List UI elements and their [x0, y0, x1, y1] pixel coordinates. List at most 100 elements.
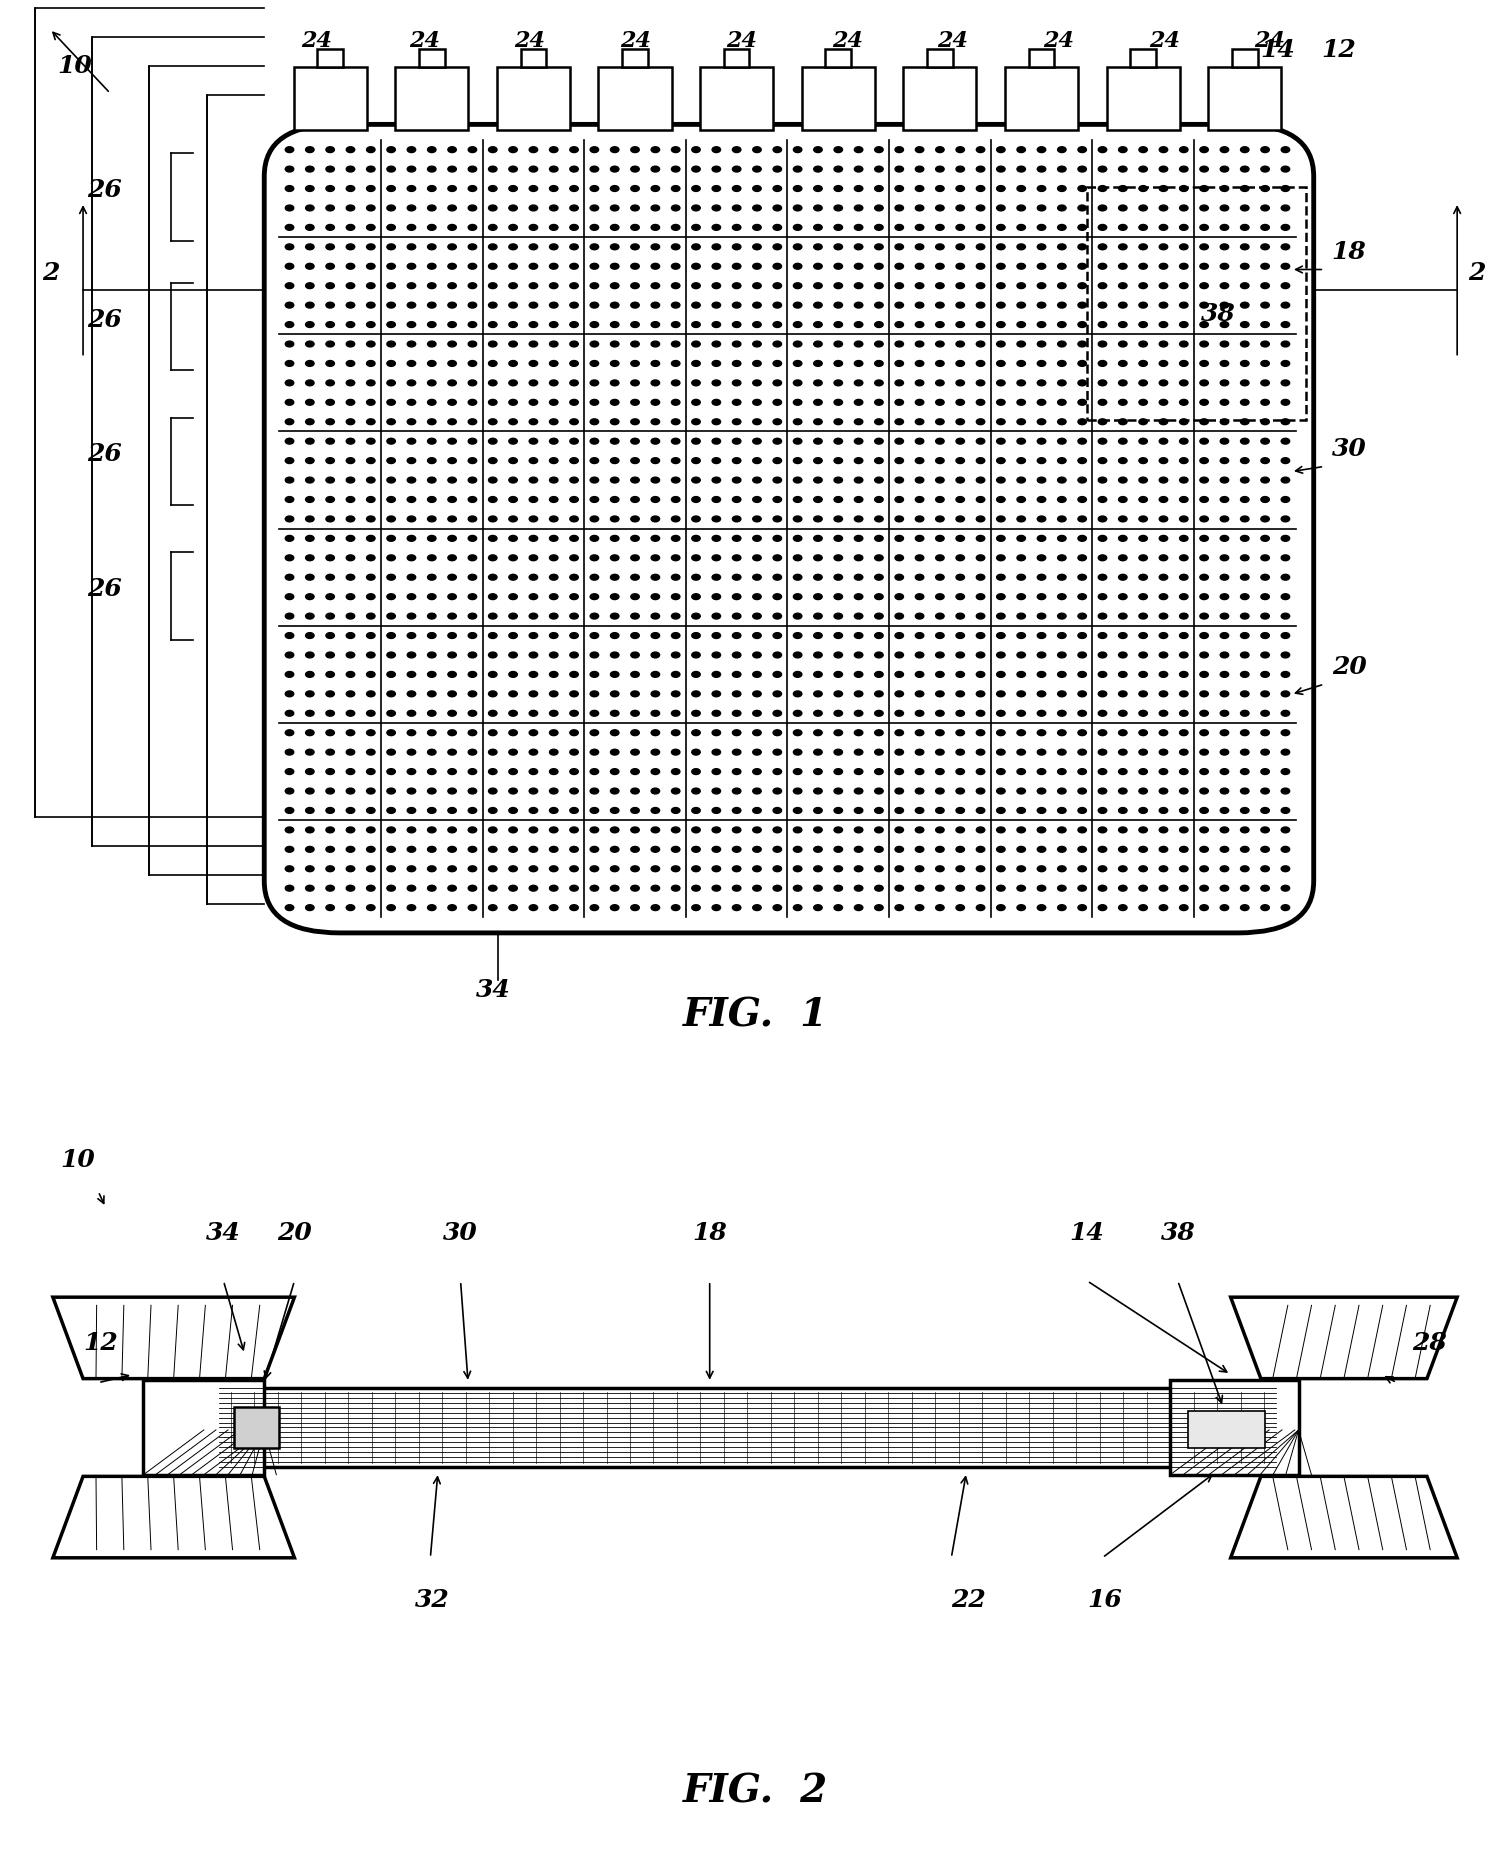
- Circle shape: [936, 418, 944, 424]
- Circle shape: [448, 768, 456, 774]
- Circle shape: [692, 496, 701, 502]
- Circle shape: [1078, 439, 1086, 444]
- Text: 24: 24: [726, 30, 757, 52]
- Circle shape: [692, 574, 701, 579]
- Circle shape: [1016, 613, 1025, 618]
- Circle shape: [1179, 379, 1188, 385]
- Circle shape: [651, 146, 660, 152]
- Circle shape: [895, 768, 903, 774]
- Circle shape: [855, 633, 862, 639]
- Circle shape: [1160, 885, 1167, 890]
- Circle shape: [326, 185, 334, 191]
- Circle shape: [1200, 711, 1208, 716]
- Circle shape: [1098, 283, 1107, 289]
- Circle shape: [814, 244, 821, 250]
- Circle shape: [631, 750, 639, 755]
- Circle shape: [1241, 633, 1249, 639]
- Circle shape: [753, 361, 761, 366]
- Circle shape: [408, 439, 415, 444]
- Circle shape: [448, 205, 456, 211]
- Circle shape: [692, 224, 701, 230]
- Circle shape: [550, 244, 559, 250]
- Circle shape: [1037, 672, 1046, 677]
- Circle shape: [915, 439, 924, 444]
- Circle shape: [489, 729, 497, 735]
- Circle shape: [936, 613, 944, 618]
- Circle shape: [936, 652, 944, 657]
- Circle shape: [1200, 205, 1208, 211]
- Circle shape: [1200, 555, 1208, 561]
- Circle shape: [1220, 905, 1229, 911]
- Circle shape: [387, 244, 396, 250]
- Text: 2: 2: [42, 261, 60, 285]
- Circle shape: [1179, 439, 1188, 444]
- Circle shape: [713, 361, 720, 366]
- Circle shape: [610, 807, 619, 813]
- Circle shape: [936, 205, 944, 211]
- Circle shape: [528, 711, 538, 716]
- Circle shape: [1119, 690, 1126, 696]
- Circle shape: [448, 866, 456, 872]
- Circle shape: [956, 341, 965, 346]
- Circle shape: [1280, 146, 1290, 152]
- Circle shape: [1016, 633, 1025, 639]
- Circle shape: [1261, 789, 1270, 794]
- Circle shape: [915, 846, 924, 851]
- Circle shape: [468, 633, 477, 639]
- Circle shape: [1057, 690, 1066, 696]
- Circle shape: [753, 341, 761, 346]
- Circle shape: [793, 322, 802, 328]
- Circle shape: [1200, 846, 1208, 851]
- Circle shape: [915, 224, 924, 230]
- Circle shape: [956, 457, 965, 463]
- Circle shape: [1078, 167, 1086, 172]
- Circle shape: [997, 302, 1006, 307]
- Circle shape: [874, 729, 883, 735]
- Circle shape: [367, 905, 374, 911]
- Circle shape: [1261, 361, 1270, 366]
- Circle shape: [346, 827, 355, 833]
- Circle shape: [977, 827, 985, 833]
- Circle shape: [1160, 516, 1167, 522]
- Circle shape: [1078, 535, 1086, 540]
- Circle shape: [468, 361, 477, 366]
- Circle shape: [936, 633, 944, 639]
- Circle shape: [855, 457, 862, 463]
- Circle shape: [509, 613, 518, 618]
- Circle shape: [1119, 379, 1126, 385]
- Circle shape: [753, 750, 761, 755]
- Circle shape: [672, 283, 680, 289]
- Circle shape: [1241, 167, 1249, 172]
- Circle shape: [855, 379, 862, 385]
- Circle shape: [692, 535, 701, 540]
- Circle shape: [367, 807, 374, 813]
- Circle shape: [346, 244, 355, 250]
- Circle shape: [1057, 846, 1066, 851]
- Circle shape: [1078, 768, 1086, 774]
- Circle shape: [305, 535, 314, 540]
- Circle shape: [692, 729, 701, 735]
- Circle shape: [1179, 146, 1188, 152]
- Circle shape: [956, 322, 965, 328]
- Circle shape: [956, 379, 965, 385]
- Circle shape: [590, 341, 598, 346]
- Circle shape: [732, 711, 741, 716]
- Bar: [598, 67, 672, 130]
- Circle shape: [834, 400, 843, 405]
- Circle shape: [977, 379, 985, 385]
- Circle shape: [997, 672, 1006, 677]
- Circle shape: [1179, 594, 1188, 600]
- Circle shape: [305, 613, 314, 618]
- Circle shape: [1119, 400, 1126, 405]
- Circle shape: [590, 574, 598, 579]
- Circle shape: [1016, 418, 1025, 424]
- Circle shape: [1200, 302, 1208, 307]
- Circle shape: [1057, 789, 1066, 794]
- Circle shape: [305, 167, 314, 172]
- Circle shape: [732, 478, 741, 483]
- Circle shape: [468, 496, 477, 502]
- Circle shape: [590, 555, 598, 561]
- Circle shape: [610, 418, 619, 424]
- Circle shape: [387, 613, 396, 618]
- Circle shape: [793, 478, 802, 483]
